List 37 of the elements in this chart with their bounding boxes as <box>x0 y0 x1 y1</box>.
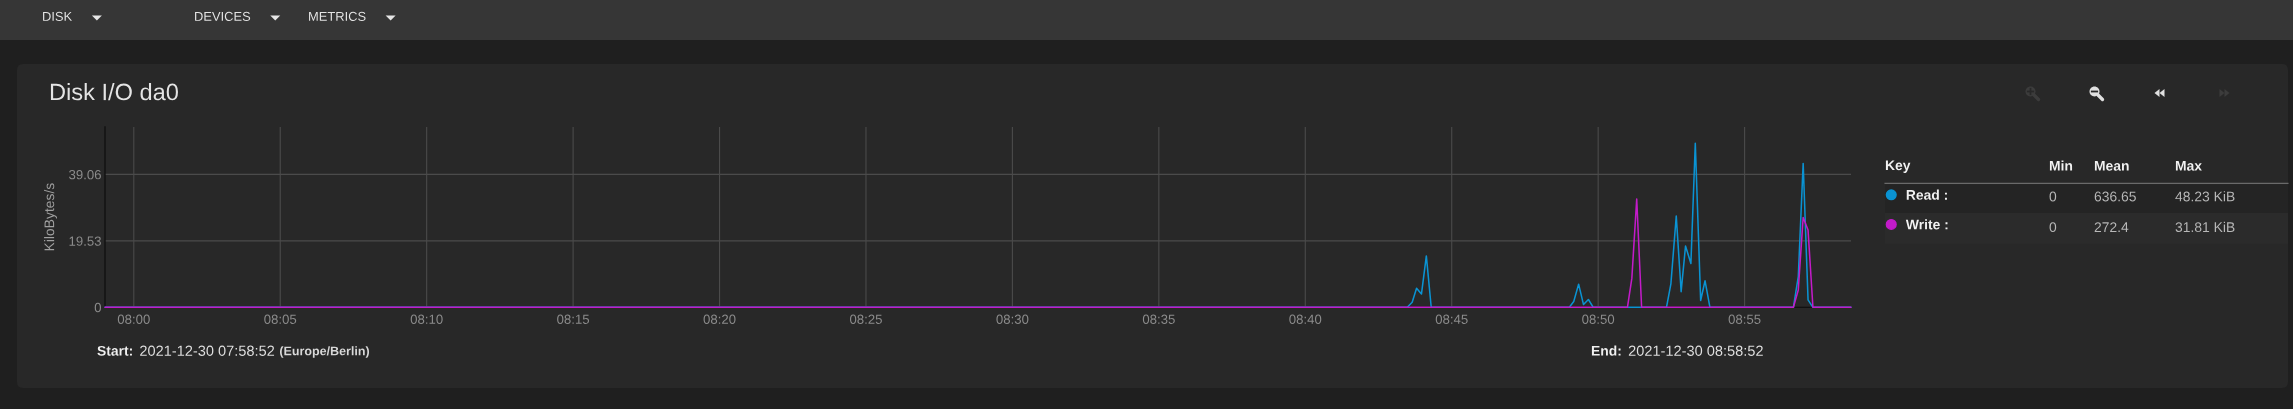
x-tick-label: 08:45 <box>1435 314 1468 324</box>
legend-label: Read : <box>1906 189 1947 200</box>
x-tick-label: 08:50 <box>1582 314 1615 324</box>
text: 2021-12-30 07:58:52 <box>140 345 275 356</box>
x-tick-label: 08:15 <box>557 314 590 324</box>
text: 2021-12-30 08:58:52 <box>1628 345 1763 356</box>
text: 31.81 KiB <box>2175 221 2235 233</box>
text: (Europe/Berlin) <box>280 346 370 358</box>
text: DISK <box>43 11 72 21</box>
x-tick-label: 08:30 <box>996 314 1029 324</box>
text: 0 <box>2049 222 2057 233</box>
text: 48.23 KiB <box>2175 191 2235 202</box>
text: 636.65 <box>2094 191 2136 202</box>
y-tick-label: 19.53 <box>69 236 101 246</box>
text: End: <box>1591 345 1621 356</box>
x-tick-label: 08:25 <box>849 314 882 324</box>
y-tick-label: 39.06 <box>69 169 101 180</box>
text: DEVICES <box>195 11 251 21</box>
legend-title: Key <box>1885 160 1911 173</box>
x-tick-label: 08:35 <box>1142 314 1175 324</box>
y-axis-title: KiloBytes/s <box>44 183 57 251</box>
legend-label: Write : <box>1905 219 1948 230</box>
text: Max <box>2175 161 2202 171</box>
text: 272.4 <box>2094 222 2129 232</box>
text: Min <box>2049 160 2073 171</box>
x-tick-label: 08:55 <box>1728 314 1761 324</box>
x-tick-label: 08:10 <box>410 314 443 324</box>
y-tick-label: 0 <box>94 302 102 313</box>
x-tick-label: 08:05 <box>264 314 297 324</box>
x-tick-label: 08:40 <box>1289 314 1322 324</box>
text: Start: <box>97 345 132 356</box>
text: METRICS <box>309 11 366 21</box>
x-tick-label: 08:00 <box>117 314 150 324</box>
chart-title: Disk I/O da0 <box>50 83 178 101</box>
x-tick-label: 08:20 <box>703 314 736 324</box>
text: Mean <box>2094 161 2129 171</box>
text: 0 <box>2049 191 2057 202</box>
